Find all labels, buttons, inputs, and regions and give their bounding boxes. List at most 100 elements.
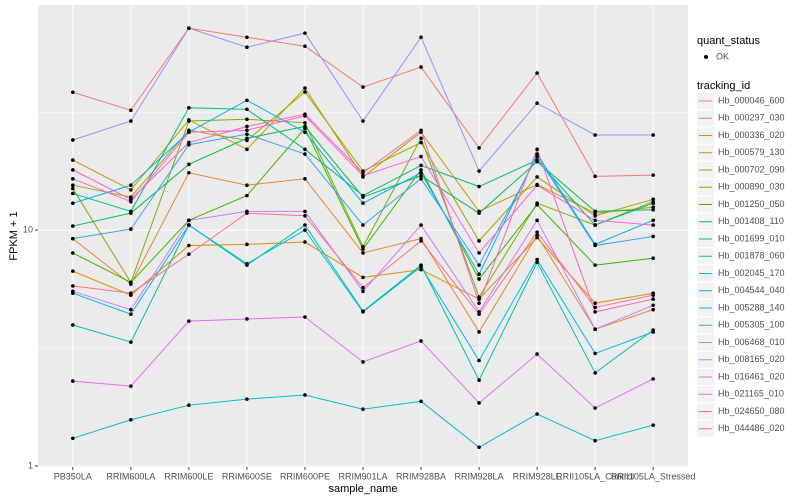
data-point — [129, 209, 133, 214]
data-point — [419, 128, 423, 133]
data-point — [187, 252, 191, 257]
data-point — [245, 45, 249, 50]
data-point — [419, 176, 423, 181]
data-point — [651, 234, 655, 239]
data-point — [303, 223, 307, 227]
data-point — [535, 147, 539, 152]
x-axis-title: sample_name — [328, 483, 397, 495]
data-point — [361, 275, 365, 280]
data-point — [651, 377, 655, 381]
legend-label: Hb_002045_170 — [718, 268, 785, 278]
data-point — [593, 218, 597, 223]
data-point — [593, 243, 597, 248]
data-point — [477, 211, 481, 215]
data-point — [71, 90, 75, 95]
data-point — [361, 360, 365, 364]
data-point — [361, 407, 365, 412]
data-point — [651, 307, 655, 312]
data-point — [129, 108, 133, 113]
data-point — [535, 257, 539, 262]
data-point — [593, 406, 597, 410]
data-point — [71, 379, 75, 383]
legend-label: Hb_000297_030 — [718, 113, 785, 123]
legend-label: Hb_021165_010 — [718, 389, 784, 399]
data-point — [593, 301, 597, 305]
legend-label: Hb_044486_020 — [718, 423, 785, 433]
data-point — [129, 227, 133, 231]
data-point — [535, 175, 539, 179]
data-point — [71, 284, 75, 288]
data-point — [651, 205, 655, 210]
data-point — [303, 176, 307, 181]
data-point — [535, 412, 539, 416]
data-point — [419, 399, 423, 404]
data-point — [245, 147, 249, 152]
data-point — [419, 65, 423, 69]
x-tick-label: RRIM928LA — [455, 471, 504, 481]
data-point — [535, 230, 539, 234]
data-point — [477, 378, 481, 383]
data-point — [71, 289, 75, 294]
data-point — [593, 327, 597, 332]
data-point — [535, 352, 539, 356]
x-tick-label: RRIM901LA — [338, 471, 387, 481]
data-point — [71, 186, 75, 191]
data-point — [245, 193, 249, 198]
data-point — [129, 119, 133, 123]
data-point — [303, 393, 307, 397]
legend-label: Hb_000046_600 — [718, 95, 785, 105]
data-point — [245, 183, 249, 187]
data-point — [129, 384, 133, 388]
data-point — [361, 170, 365, 175]
x-tick-label: RRIM600PE — [280, 471, 330, 481]
data-point — [129, 188, 133, 192]
data-point — [651, 303, 655, 308]
legend-label: Hb_005305_100 — [718, 320, 785, 330]
data-point — [71, 236, 75, 241]
data-point — [651, 330, 655, 334]
legend-point — [704, 55, 708, 59]
data-point — [419, 339, 423, 343]
data-point — [419, 35, 423, 40]
x-tick-label: RRII105LA_Stressed — [611, 471, 696, 481]
data-point — [477, 301, 481, 305]
data-point — [651, 223, 655, 227]
legend-label: Hb_024650_080 — [718, 406, 785, 416]
data-point — [593, 133, 597, 137]
data-point — [245, 136, 249, 141]
data-point — [187, 170, 191, 175]
legend-label: Hb_008165_020 — [718, 354, 785, 364]
data-point — [535, 101, 539, 106]
data-point — [593, 305, 597, 310]
data-point — [187, 319, 191, 323]
data-point — [477, 277, 481, 281]
data-point — [477, 401, 481, 405]
data-point — [651, 297, 655, 301]
data-point — [361, 119, 365, 123]
data-point — [535, 71, 539, 75]
data-point — [187, 223, 191, 227]
data-point — [129, 280, 133, 285]
data-point — [245, 124, 249, 129]
data-point — [129, 197, 133, 202]
data-point — [593, 310, 597, 314]
data-point — [129, 417, 133, 422]
data-point — [129, 307, 133, 312]
x-tick-label: RRIM600LA — [106, 471, 155, 481]
data-point — [593, 438, 597, 443]
legend-label: Hb_000336_020 — [718, 130, 785, 140]
data-point — [477, 312, 481, 316]
data-point — [71, 191, 75, 196]
data-point — [303, 86, 307, 90]
data-point — [361, 201, 365, 206]
data-point — [245, 132, 249, 136]
x-tick-label: RRIM600LE — [164, 471, 213, 481]
data-point — [129, 340, 133, 344]
data-point — [129, 312, 133, 316]
data-point — [651, 256, 655, 261]
data-point — [477, 445, 481, 450]
data-point — [71, 176, 75, 181]
data-point — [303, 44, 307, 48]
data-point — [71, 138, 75, 142]
data-point — [71, 436, 75, 441]
